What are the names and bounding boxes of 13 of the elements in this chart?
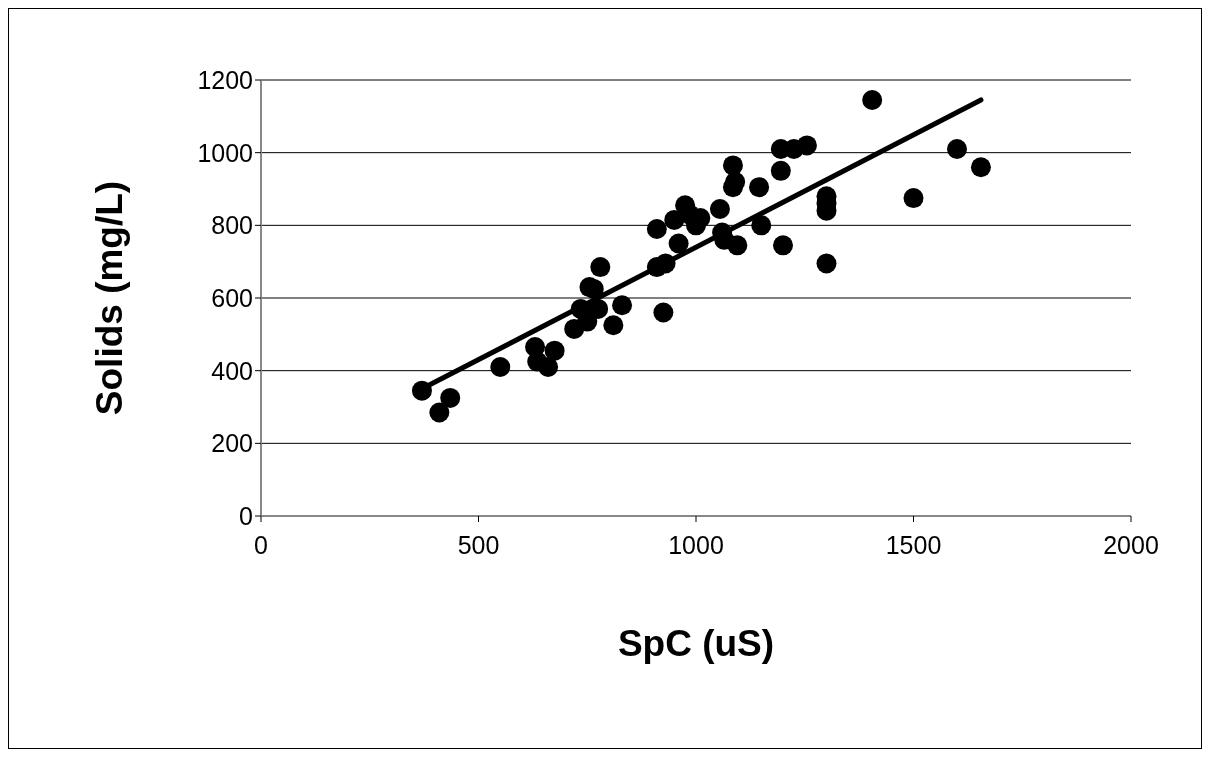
x-tick-label: 1500 (885, 530, 942, 559)
y-tick-label: 600 (211, 283, 253, 312)
x-tick-label: 1000 (668, 530, 724, 559)
x-tick-label: 2000 (1103, 530, 1159, 559)
y-tick-label: 1200 (197, 65, 253, 94)
x-tick-label: 500 (457, 530, 500, 559)
y-tick-label: 1000 (197, 138, 253, 167)
y-axis-title: Solids (mg/L) (89, 180, 131, 416)
y-tick-label: 200 (211, 429, 253, 458)
y-tick-label: 0 (239, 501, 253, 530)
y-tick-label: 800 (211, 211, 253, 240)
y-tick-label: 400 (211, 356, 253, 385)
x-axis-title: SpC (uS) (617, 623, 775, 664)
